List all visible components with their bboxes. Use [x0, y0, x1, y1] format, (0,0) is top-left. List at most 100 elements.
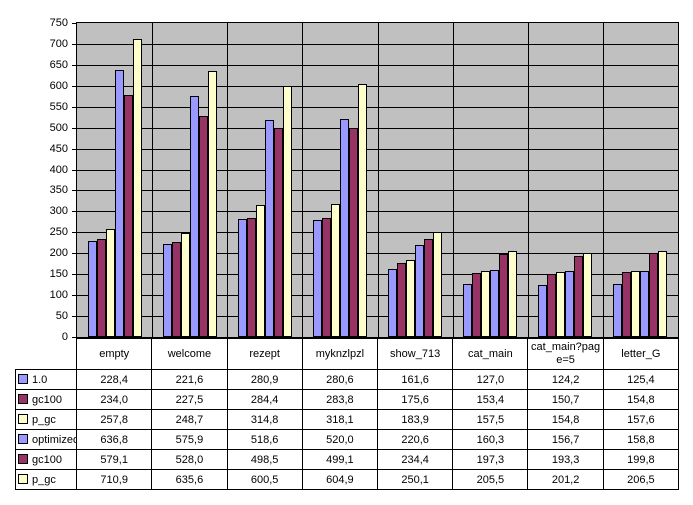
- bar: [358, 84, 367, 337]
- legend-swatch: [18, 473, 28, 484]
- value-cell: 201,2: [527, 469, 604, 490]
- bar: [247, 218, 256, 337]
- gridline-horizontal: [77, 149, 678, 150]
- y-tick-label: 0: [61, 331, 68, 343]
- gridline-horizontal: [77, 253, 678, 254]
- gridline-vertical: [302, 23, 303, 337]
- y-tick-label: 50: [55, 310, 68, 322]
- bar: [463, 284, 472, 337]
- y-tick-mark: [72, 274, 76, 275]
- y-tick-label: 350: [49, 184, 68, 196]
- gridline-horizontal: [77, 232, 678, 233]
- gridline-horizontal: [77, 190, 678, 191]
- value-cell: 635,6: [151, 469, 228, 490]
- category-header-cell: empty: [76, 338, 153, 370]
- bar: [274, 128, 283, 337]
- bar: [538, 285, 547, 337]
- bar: [199, 116, 208, 337]
- value-cell: 124,2: [527, 369, 604, 390]
- bar: [208, 71, 217, 337]
- value-cell: 528,0: [151, 449, 228, 470]
- y-tick-label: 700: [49, 38, 68, 50]
- value-cell: 154,8: [602, 389, 680, 410]
- value-cell: 248,7: [151, 409, 228, 430]
- legend-swatch: [18, 433, 28, 444]
- bar: [124, 95, 133, 337]
- value-cell: 154,8: [527, 409, 604, 430]
- y-tick-label: 200: [49, 247, 68, 259]
- value-cell: 283,8: [301, 389, 379, 410]
- value-cell: 604,9: [301, 469, 379, 490]
- bar: [481, 271, 490, 337]
- value-cell: 150,7: [527, 389, 604, 410]
- value-cell: 183,9: [377, 409, 454, 430]
- series-name-cell: p_gc: [14, 409, 78, 430]
- gridline-vertical: [603, 23, 604, 337]
- category-header-cell: cat_main: [452, 338, 529, 370]
- y-tick-mark: [72, 295, 76, 296]
- bar: [613, 284, 622, 337]
- legend-swatch: [18, 373, 28, 384]
- y-tick-label: 250: [49, 226, 68, 238]
- category-header-cell: show_713: [377, 338, 454, 370]
- bar: [172, 242, 181, 337]
- value-cell: 206,5: [602, 469, 680, 490]
- series-name-label: gc100: [32, 393, 62, 406]
- bar: [499, 254, 508, 337]
- bar: [190, 96, 199, 337]
- value-cell: 499,1: [301, 449, 379, 470]
- gridline-horizontal: [77, 170, 678, 171]
- series-name-label: 1.0: [32, 373, 48, 386]
- value-cell: 153,4: [452, 389, 529, 410]
- bar: [406, 260, 415, 337]
- bar: [547, 274, 556, 337]
- gridline-horizontal: [77, 44, 678, 45]
- series-name-label: p_gc: [32, 413, 56, 426]
- y-tick-mark: [72, 170, 76, 171]
- gridline-vertical: [528, 23, 529, 337]
- bar: [622, 272, 631, 337]
- y-tick-mark: [72, 128, 76, 129]
- gridline-horizontal: [77, 274, 678, 275]
- category-header-cell: welcome: [151, 338, 228, 370]
- y-tick-label: 650: [49, 59, 68, 71]
- bar: [97, 239, 106, 337]
- y-tick-label: 400: [49, 164, 68, 176]
- value-cell: 205,5: [452, 469, 529, 490]
- y-tick-label: 550: [49, 101, 68, 113]
- value-cell: 125,4: [602, 369, 680, 390]
- gridline-horizontal: [77, 86, 678, 87]
- bar: [433, 232, 442, 337]
- series-name-cell: 1.0: [14, 369, 78, 390]
- y-tick-mark: [72, 86, 76, 87]
- y-tick-mark: [72, 23, 76, 24]
- gridline-horizontal: [77, 107, 678, 108]
- y-tick-label: 600: [49, 80, 68, 92]
- value-cell: 575,9: [151, 429, 228, 450]
- legend-swatch: [18, 413, 28, 424]
- value-cell: 127,0: [452, 369, 529, 390]
- y-tick-mark: [72, 232, 76, 233]
- series-row: optimized 636,8 575,9 518,6 520,0 220,6 160,3 1…: [14, 429, 680, 450]
- y-tick-mark: [72, 65, 76, 66]
- bar: [556, 272, 565, 337]
- gridline-horizontal: [77, 65, 678, 66]
- value-cell: 710,9: [76, 469, 153, 490]
- value-cell: 158,8: [602, 429, 680, 450]
- bar: [424, 239, 433, 337]
- y-tick-mark: [72, 149, 76, 150]
- value-cell: 579,1: [76, 449, 153, 470]
- bar: [658, 251, 667, 337]
- bar: [415, 245, 424, 337]
- value-cell: 161,6: [377, 369, 454, 390]
- y-tick-label: 450: [49, 143, 68, 155]
- series-name-cell: optimized: [14, 429, 78, 450]
- value-cell: 197,3: [452, 449, 529, 470]
- gridline-horizontal: [77, 211, 678, 212]
- y-tick-label: 500: [49, 122, 68, 134]
- value-cell: 498,5: [226, 449, 303, 470]
- value-cell: 518,6: [226, 429, 303, 450]
- legend-swatch: [18, 393, 28, 404]
- value-cell: 220,6: [377, 429, 454, 450]
- table-corner-cell: [16, 339, 77, 370]
